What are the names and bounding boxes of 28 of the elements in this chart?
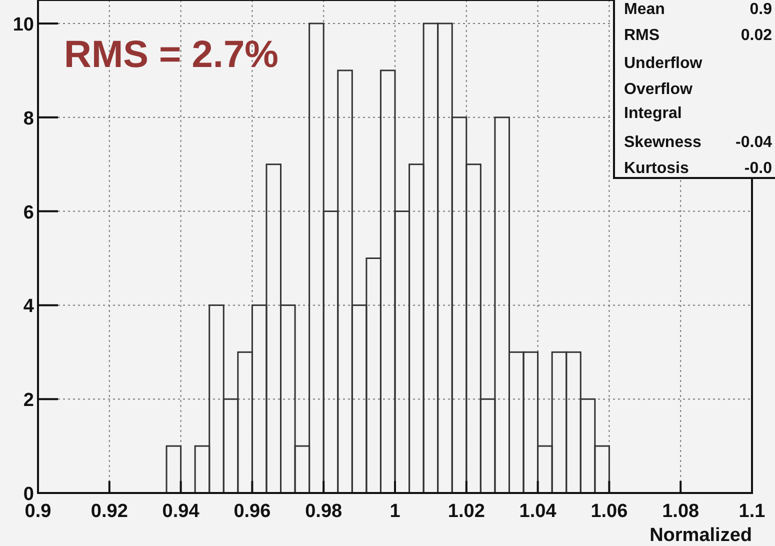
x-axis-title: Normalized [650,525,752,546]
x-tick-label: 1.06 [590,501,628,522]
x-tick-label: 0.94 [162,501,200,522]
x-tick-label: 1.08 [662,501,700,522]
annotation: Kurtosis [624,160,689,177]
annotation: -0.04 [736,134,772,151]
x-tick-label: 0.96 [234,501,271,522]
annotation: Underflow [624,55,703,72]
y-tick-label: 8 [23,108,34,130]
x-tick-label: 1.04 [519,501,557,522]
x-tick-label: 1.1 [738,501,766,522]
annotation: 0.9 [750,1,772,18]
y-tick-label: 2 [23,390,34,412]
x-tick-label: 1 [390,501,401,522]
y-tick-label: 4 [23,296,34,318]
annotation: Mean [624,1,665,18]
annotation: RMS [624,27,660,44]
y-tick-label: 10 [12,14,34,36]
x-tick-label: 0.92 [90,501,128,522]
annotation: -0.0 [744,160,772,177]
x-tick-label: 1.02 [448,501,485,522]
annotation: RMS = 2.7% [64,34,278,76]
annotation: Overflow [624,81,694,98]
annotation: 0.02 [740,27,772,44]
annotation: Integral [624,105,682,122]
y-tick-label: 6 [23,202,34,224]
x-tick-label: 0.98 [305,501,342,522]
annotation: Skewness [624,134,702,151]
